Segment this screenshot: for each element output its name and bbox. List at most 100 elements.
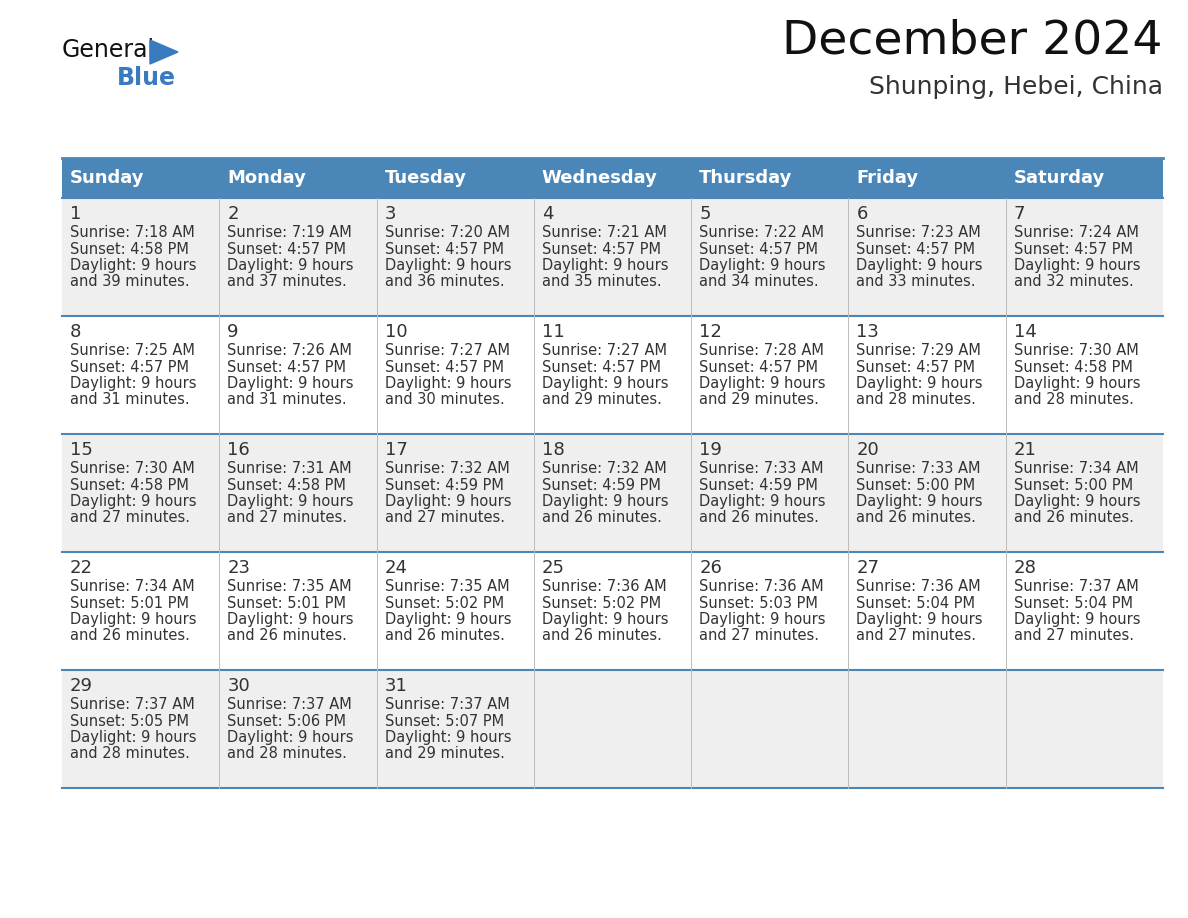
Text: Sunset: 5:07 PM: Sunset: 5:07 PM	[385, 713, 504, 729]
Text: 19: 19	[700, 441, 722, 459]
Text: Sunset: 5:02 PM: Sunset: 5:02 PM	[385, 596, 504, 610]
Text: and 35 minutes.: and 35 minutes.	[542, 274, 662, 289]
Text: Daylight: 9 hours: Daylight: 9 hours	[227, 494, 354, 509]
Text: 23: 23	[227, 559, 251, 577]
Text: 14: 14	[1013, 323, 1037, 341]
Text: Sunset: 4:59 PM: Sunset: 4:59 PM	[385, 477, 504, 492]
Text: Sunrise: 7:19 AM: Sunrise: 7:19 AM	[227, 225, 352, 240]
Text: and 26 minutes.: and 26 minutes.	[857, 510, 977, 525]
Text: and 28 minutes.: and 28 minutes.	[70, 746, 190, 762]
Text: 31: 31	[385, 677, 407, 695]
Text: 8: 8	[70, 323, 81, 341]
Text: Blue: Blue	[116, 66, 176, 90]
Text: December 2024: December 2024	[783, 18, 1163, 63]
Text: 3: 3	[385, 205, 396, 223]
Text: and 28 minutes.: and 28 minutes.	[227, 746, 347, 762]
Text: Sunset: 4:57 PM: Sunset: 4:57 PM	[700, 360, 819, 375]
Text: and 26 minutes.: and 26 minutes.	[70, 629, 190, 644]
Text: 10: 10	[385, 323, 407, 341]
Text: 26: 26	[700, 559, 722, 577]
Text: Sunrise: 7:35 AM: Sunrise: 7:35 AM	[227, 579, 352, 594]
Polygon shape	[150, 40, 178, 64]
Text: Daylight: 9 hours: Daylight: 9 hours	[1013, 612, 1140, 627]
Text: Sunset: 4:57 PM: Sunset: 4:57 PM	[542, 241, 661, 256]
Text: Daylight: 9 hours: Daylight: 9 hours	[1013, 376, 1140, 391]
Text: Sunrise: 7:34 AM: Sunrise: 7:34 AM	[1013, 461, 1138, 476]
Text: Daylight: 9 hours: Daylight: 9 hours	[542, 376, 669, 391]
Text: and 39 minutes.: and 39 minutes.	[70, 274, 190, 289]
Text: General: General	[62, 38, 156, 62]
Text: and 26 minutes.: and 26 minutes.	[227, 629, 347, 644]
Text: Sunset: 5:00 PM: Sunset: 5:00 PM	[857, 477, 975, 492]
Text: Sunset: 4:57 PM: Sunset: 4:57 PM	[700, 241, 819, 256]
Text: Sunrise: 7:20 AM: Sunrise: 7:20 AM	[385, 225, 510, 240]
Text: Daylight: 9 hours: Daylight: 9 hours	[700, 612, 826, 627]
Text: Sunrise: 7:33 AM: Sunrise: 7:33 AM	[857, 461, 981, 476]
Text: Sunrise: 7:37 AM: Sunrise: 7:37 AM	[1013, 579, 1138, 594]
Text: and 33 minutes.: and 33 minutes.	[857, 274, 975, 289]
Text: Sunset: 4:59 PM: Sunset: 4:59 PM	[542, 477, 661, 492]
Text: Daylight: 9 hours: Daylight: 9 hours	[857, 494, 982, 509]
Bar	[62, 316, 1163, 434]
Text: and 29 minutes.: and 29 minutes.	[542, 393, 662, 408]
Text: Sunrise: 7:26 AM: Sunrise: 7:26 AM	[227, 343, 352, 358]
Text: Sunset: 5:01 PM: Sunset: 5:01 PM	[70, 596, 189, 610]
Text: Sunrise: 7:21 AM: Sunrise: 7:21 AM	[542, 225, 666, 240]
Text: Daylight: 9 hours: Daylight: 9 hours	[227, 258, 354, 273]
Text: Sunrise: 7:34 AM: Sunrise: 7:34 AM	[70, 579, 195, 594]
Text: Daylight: 9 hours: Daylight: 9 hours	[700, 494, 826, 509]
Text: Sunrise: 7:18 AM: Sunrise: 7:18 AM	[70, 225, 195, 240]
Text: Sunset: 4:57 PM: Sunset: 4:57 PM	[227, 241, 346, 256]
Text: Shunping, Hebei, China: Shunping, Hebei, China	[868, 75, 1163, 99]
Text: Daylight: 9 hours: Daylight: 9 hours	[70, 258, 196, 273]
Text: 29: 29	[70, 677, 93, 695]
Text: Daylight: 9 hours: Daylight: 9 hours	[70, 612, 196, 627]
Text: Daylight: 9 hours: Daylight: 9 hours	[857, 258, 982, 273]
Text: Sunset: 4:57 PM: Sunset: 4:57 PM	[857, 241, 975, 256]
Text: 21: 21	[1013, 441, 1037, 459]
Text: 5: 5	[700, 205, 710, 223]
Text: Tuesday: Tuesday	[385, 169, 467, 187]
Text: and 26 minutes.: and 26 minutes.	[1013, 510, 1133, 525]
Bar	[62, 434, 1163, 552]
Text: Thursday: Thursday	[700, 169, 792, 187]
Text: 9: 9	[227, 323, 239, 341]
Text: 27: 27	[857, 559, 879, 577]
Text: 16: 16	[227, 441, 249, 459]
Text: and 30 minutes.: and 30 minutes.	[385, 393, 505, 408]
Text: 1: 1	[70, 205, 81, 223]
Text: and 29 minutes.: and 29 minutes.	[700, 393, 819, 408]
Bar	[62, 198, 1163, 316]
Text: 12: 12	[700, 323, 722, 341]
Text: and 26 minutes.: and 26 minutes.	[385, 629, 505, 644]
Text: Sunset: 4:57 PM: Sunset: 4:57 PM	[385, 241, 504, 256]
Text: and 27 minutes.: and 27 minutes.	[227, 510, 347, 525]
Text: Daylight: 9 hours: Daylight: 9 hours	[700, 258, 826, 273]
Text: 6: 6	[857, 205, 867, 223]
Text: Sunset: 5:02 PM: Sunset: 5:02 PM	[542, 596, 661, 610]
Text: Sunrise: 7:24 AM: Sunrise: 7:24 AM	[1013, 225, 1138, 240]
Text: Daylight: 9 hours: Daylight: 9 hours	[385, 494, 511, 509]
Text: and 28 minutes.: and 28 minutes.	[857, 393, 977, 408]
Text: Sunset: 4:57 PM: Sunset: 4:57 PM	[227, 360, 346, 375]
Bar	[62, 552, 1163, 670]
Text: Sunset: 4:57 PM: Sunset: 4:57 PM	[70, 360, 189, 375]
Text: 2: 2	[227, 205, 239, 223]
Text: and 27 minutes.: and 27 minutes.	[1013, 629, 1133, 644]
Text: and 31 minutes.: and 31 minutes.	[70, 393, 190, 408]
Text: Sunset: 5:01 PM: Sunset: 5:01 PM	[227, 596, 346, 610]
Text: Saturday: Saturday	[1013, 169, 1105, 187]
Text: Friday: Friday	[857, 169, 918, 187]
Text: 18: 18	[542, 441, 564, 459]
Text: Sunset: 4:58 PM: Sunset: 4:58 PM	[227, 477, 346, 492]
Text: Sunset: 4:59 PM: Sunset: 4:59 PM	[700, 477, 819, 492]
Text: Sunrise: 7:29 AM: Sunrise: 7:29 AM	[857, 343, 981, 358]
Text: and 27 minutes.: and 27 minutes.	[70, 510, 190, 525]
Text: Sunset: 4:57 PM: Sunset: 4:57 PM	[857, 360, 975, 375]
Text: and 31 minutes.: and 31 minutes.	[227, 393, 347, 408]
Text: and 26 minutes.: and 26 minutes.	[542, 510, 662, 525]
Text: Sunrise: 7:25 AM: Sunrise: 7:25 AM	[70, 343, 195, 358]
Text: Sunrise: 7:28 AM: Sunrise: 7:28 AM	[700, 343, 824, 358]
Text: Sunrise: 7:23 AM: Sunrise: 7:23 AM	[857, 225, 981, 240]
Text: and 26 minutes.: and 26 minutes.	[700, 510, 819, 525]
